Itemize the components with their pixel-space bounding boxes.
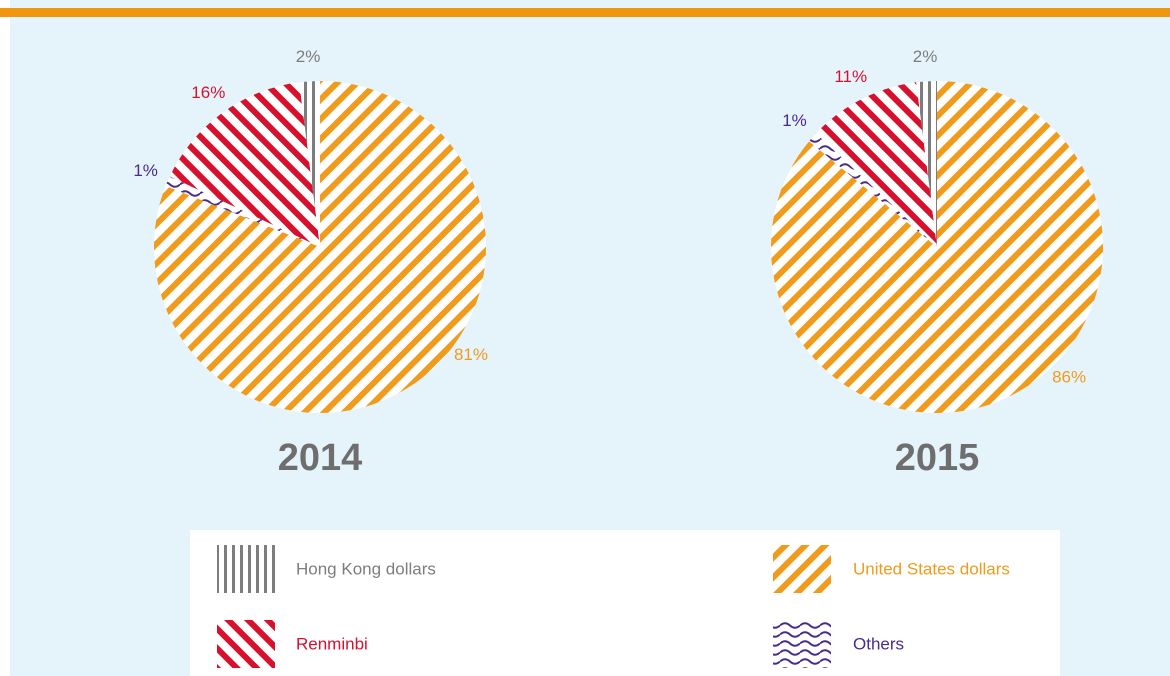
top-bar [0, 8, 1170, 17]
pie-slice [916, 81, 937, 247]
pie-slice [815, 82, 937, 247]
slice-label: 2% [296, 47, 321, 66]
slice-label: 11% [834, 67, 867, 86]
legend-swatch [773, 620, 831, 668]
pie-slice [165, 176, 320, 247]
pie-slice [299, 81, 320, 247]
pie-slice [169, 82, 320, 247]
legend-swatch [217, 545, 275, 593]
legend-label: Hong Kong dollars [296, 559, 436, 578]
legend-box [190, 530, 1060, 676]
legend-label: United States dollars [853, 559, 1010, 578]
year-title: 2014 [278, 437, 363, 479]
pie-slice [809, 133, 937, 247]
legend-label: Renminbi [296, 634, 368, 653]
slice-label: 2% [913, 47, 938, 66]
slice-label: 86% [1052, 367, 1086, 386]
slice-label: 81% [454, 345, 488, 364]
legend-swatch [773, 545, 831, 593]
year-title: 2015 [895, 437, 980, 479]
legend-swatch [217, 620, 275, 668]
slice-label: 1% [133, 161, 158, 180]
slice-label: 1% [782, 111, 807, 130]
slice-label: 16% [191, 83, 225, 102]
legend-label: Others [853, 634, 904, 653]
